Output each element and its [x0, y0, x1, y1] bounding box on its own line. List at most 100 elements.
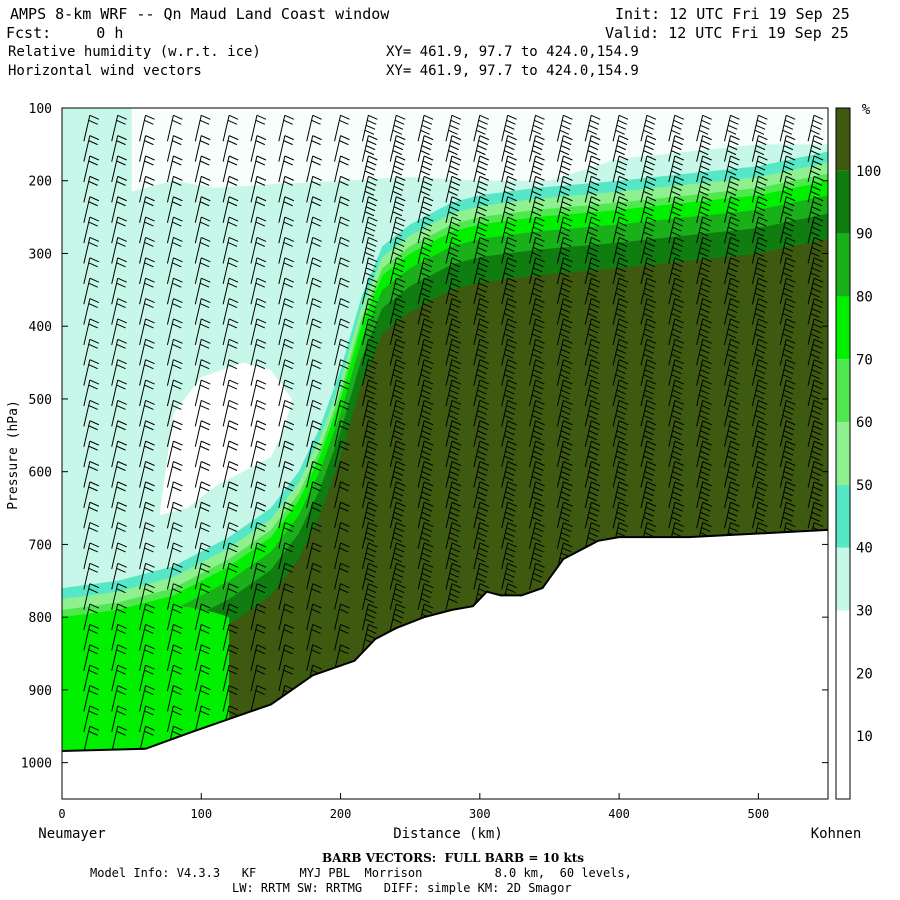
wind-barb-flag	[255, 282, 266, 288]
wind-barb-flag	[782, 190, 792, 196]
wind-barb-flag	[506, 303, 516, 309]
wind-barb-flag	[811, 226, 821, 232]
wind-barb	[556, 257, 564, 284]
wind-barb-flag	[617, 384, 628, 390]
wind-barb-flag	[364, 374, 375, 380]
wind-barb-flag	[284, 481, 295, 487]
wind-barb-flag	[423, 216, 434, 222]
wind-barb-flag	[477, 552, 487, 558]
wind-barb	[166, 502, 174, 529]
wind-barb-flag	[533, 389, 543, 395]
wind-barb-flag	[505, 145, 515, 151]
wind-barb-flag	[396, 196, 406, 202]
wind-barb-flag	[340, 562, 350, 568]
wind-barb-flag	[701, 180, 711, 186]
wind-barb	[445, 379, 453, 407]
wind-barb-flag	[364, 577, 375, 583]
colorbar-frame	[835, 107, 851, 800]
wind-barb-flag	[448, 353, 458, 359]
wind-barb-flag	[392, 252, 402, 257]
wind-barb-flag	[783, 369, 794, 375]
wind-barb-flag	[339, 567, 349, 573]
wind-barb-flag	[227, 303, 238, 309]
wind-barb	[194, 359, 202, 386]
wind-barb	[779, 278, 787, 305]
wind-barb	[334, 522, 342, 549]
wind-barb-flag	[645, 119, 655, 125]
wind-barb	[501, 318, 509, 346]
wind-barb-flag	[674, 257, 685, 263]
wind-barb-flag	[448, 476, 458, 481]
barb-column	[194, 114, 211, 733]
wind-barb	[751, 216, 759, 244]
wind-barb-flag	[727, 511, 738, 517]
wind-barb-flag	[615, 496, 625, 502]
wind-barb-flag	[312, 461, 322, 466]
wind-barb-flag	[364, 537, 375, 543]
wind-barb-flag	[339, 160, 349, 166]
wind-barb-flag	[560, 308, 571, 314]
wind-barb-flag	[450, 140, 461, 146]
wind-barb	[111, 603, 119, 631]
wind-barb-flag	[420, 435, 430, 441]
wind-barb-flag	[810, 272, 820, 278]
wind-barb-flag	[421, 308, 432, 314]
wind-barb-flag	[535, 461, 545, 466]
wind-barb	[473, 563, 481, 590]
wind-barb	[278, 563, 286, 590]
wind-barb-flag	[589, 180, 600, 186]
wind-barb-flag	[477, 532, 487, 538]
wind-barb-flag	[312, 542, 322, 548]
wind-barb-flag	[783, 450, 794, 456]
wind-barb-flag	[283, 140, 293, 146]
wind-barb-flag	[673, 119, 683, 125]
wind-barb-flag	[645, 160, 655, 166]
wind-barb-flag	[813, 359, 824, 365]
wind-barb	[473, 420, 481, 447]
wind-barb-flag	[591, 114, 601, 120]
wind-barb-flag	[674, 155, 685, 161]
wind-barb-flag	[451, 461, 462, 466]
wind-barb-flag	[811, 450, 821, 456]
wind-barb	[640, 420, 648, 447]
wind-barb-flag	[283, 547, 293, 553]
wind-barb-flag	[479, 216, 490, 222]
wind-barb-flag	[729, 262, 739, 268]
wind-barb-flag	[810, 435, 820, 441]
x-tick-label: 500	[748, 807, 770, 821]
wind-barb-flag	[396, 399, 406, 405]
wind-barb-flag	[311, 506, 321, 512]
wind-barb-flag	[476, 516, 486, 522]
wind-barb-flag	[116, 303, 126, 309]
wind-barb-flag	[643, 292, 653, 298]
wind-barb	[222, 522, 230, 549]
wind-barb-flag	[422, 527, 433, 533]
wind-barb-flag	[615, 333, 625, 339]
wind-barb-flag	[448, 557, 458, 563]
wind-barb-flag	[173, 277, 183, 283]
wind-barb-flag	[284, 359, 295, 365]
wind-barb-flag	[673, 160, 683, 166]
wind-barb-flag	[562, 282, 572, 288]
wind-barb-flag	[340, 196, 350, 202]
colorbar-tick-label: 20	[856, 666, 873, 682]
wind-barb-flag	[451, 114, 462, 120]
wind-barb	[306, 481, 314, 508]
wind-barb-flag	[420, 577, 430, 583]
wind-barb	[724, 400, 731, 427]
wind-barb	[139, 359, 147, 386]
wind-barb-flag	[533, 165, 543, 171]
wind-barb-flag	[504, 374, 514, 380]
wind-barb-flag	[394, 282, 405, 288]
wind-barb-flag	[116, 160, 126, 166]
wind-barb-flag	[729, 140, 739, 146]
wind-barb-flag	[617, 404, 628, 410]
wind-barb	[529, 115, 537, 142]
wind-barb-flag	[729, 119, 739, 125]
wind-barb-flag	[589, 201, 600, 207]
wind-barb-flag	[755, 165, 766, 171]
wind-barb-flag	[201, 379, 211, 385]
wind-barb-flag	[284, 522, 295, 528]
wind-barb-flag	[199, 384, 210, 390]
wind-barb	[724, 420, 731, 447]
